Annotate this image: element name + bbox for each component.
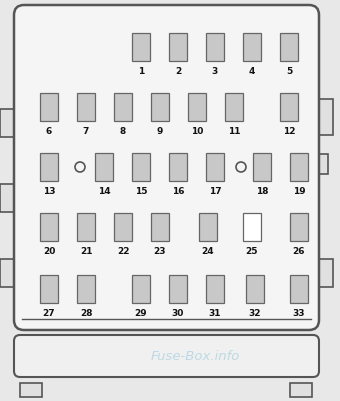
Bar xyxy=(132,34,150,62)
Bar xyxy=(206,275,224,303)
Bar xyxy=(319,100,333,136)
Text: 14: 14 xyxy=(98,186,110,196)
Text: 2: 2 xyxy=(175,67,181,76)
Text: 19: 19 xyxy=(293,186,305,196)
Bar xyxy=(290,383,312,397)
Text: 32: 32 xyxy=(249,308,261,317)
Bar xyxy=(40,154,58,182)
Text: 15: 15 xyxy=(135,186,147,196)
FancyBboxPatch shape xyxy=(14,335,319,377)
Text: 31: 31 xyxy=(209,308,221,317)
Bar xyxy=(77,94,95,122)
Circle shape xyxy=(75,162,85,172)
Bar xyxy=(0,110,14,138)
Text: 33: 33 xyxy=(293,308,305,317)
Bar xyxy=(206,154,224,182)
Text: 18: 18 xyxy=(256,186,268,196)
Text: 9: 9 xyxy=(157,127,163,136)
Text: 29: 29 xyxy=(135,308,147,317)
Text: 23: 23 xyxy=(154,246,166,255)
Bar xyxy=(290,275,308,303)
Text: 4: 4 xyxy=(249,67,255,76)
Text: 20: 20 xyxy=(43,246,55,255)
Bar xyxy=(253,154,271,182)
Circle shape xyxy=(236,162,246,172)
Bar xyxy=(290,154,308,182)
Text: 11: 11 xyxy=(228,127,240,136)
Text: 7: 7 xyxy=(83,127,89,136)
Bar xyxy=(319,155,328,174)
Bar xyxy=(95,154,113,182)
Bar xyxy=(40,275,58,303)
Bar xyxy=(319,259,333,287)
Text: 28: 28 xyxy=(80,308,92,317)
Bar xyxy=(77,213,95,241)
Bar xyxy=(40,213,58,241)
FancyBboxPatch shape xyxy=(14,6,319,330)
Text: 5: 5 xyxy=(286,67,292,76)
Bar xyxy=(0,259,14,287)
Bar xyxy=(188,94,206,122)
Bar xyxy=(280,94,298,122)
Text: 10: 10 xyxy=(191,127,203,136)
Bar xyxy=(225,94,243,122)
Bar xyxy=(243,213,261,241)
Bar xyxy=(20,383,42,397)
Bar xyxy=(169,275,187,303)
Text: 12: 12 xyxy=(283,127,295,136)
Text: 30: 30 xyxy=(172,308,184,317)
Bar xyxy=(246,275,264,303)
Bar xyxy=(40,94,58,122)
Bar xyxy=(169,154,187,182)
Bar xyxy=(77,275,95,303)
Bar xyxy=(132,275,150,303)
Text: 22: 22 xyxy=(117,246,129,255)
Bar xyxy=(151,94,169,122)
Text: 16: 16 xyxy=(172,186,184,196)
Text: 8: 8 xyxy=(120,127,126,136)
Text: 21: 21 xyxy=(80,246,92,255)
Bar xyxy=(132,154,150,182)
Text: 27: 27 xyxy=(43,308,55,317)
Text: 17: 17 xyxy=(209,186,221,196)
Text: 6: 6 xyxy=(46,127,52,136)
Bar xyxy=(243,34,261,62)
Text: 24: 24 xyxy=(202,246,214,255)
Bar xyxy=(0,184,14,213)
Text: 3: 3 xyxy=(212,67,218,76)
Bar xyxy=(114,94,132,122)
Bar xyxy=(199,213,217,241)
Bar xyxy=(206,34,224,62)
Text: Fuse-Box.info: Fuse-Box.info xyxy=(150,350,240,363)
Text: 13: 13 xyxy=(43,186,55,196)
Text: 1: 1 xyxy=(138,67,144,76)
Text: 26: 26 xyxy=(293,246,305,255)
Bar xyxy=(280,34,298,62)
Bar xyxy=(114,213,132,241)
Bar xyxy=(290,213,308,241)
Text: 25: 25 xyxy=(246,246,258,255)
Bar xyxy=(169,34,187,62)
Bar xyxy=(151,213,169,241)
